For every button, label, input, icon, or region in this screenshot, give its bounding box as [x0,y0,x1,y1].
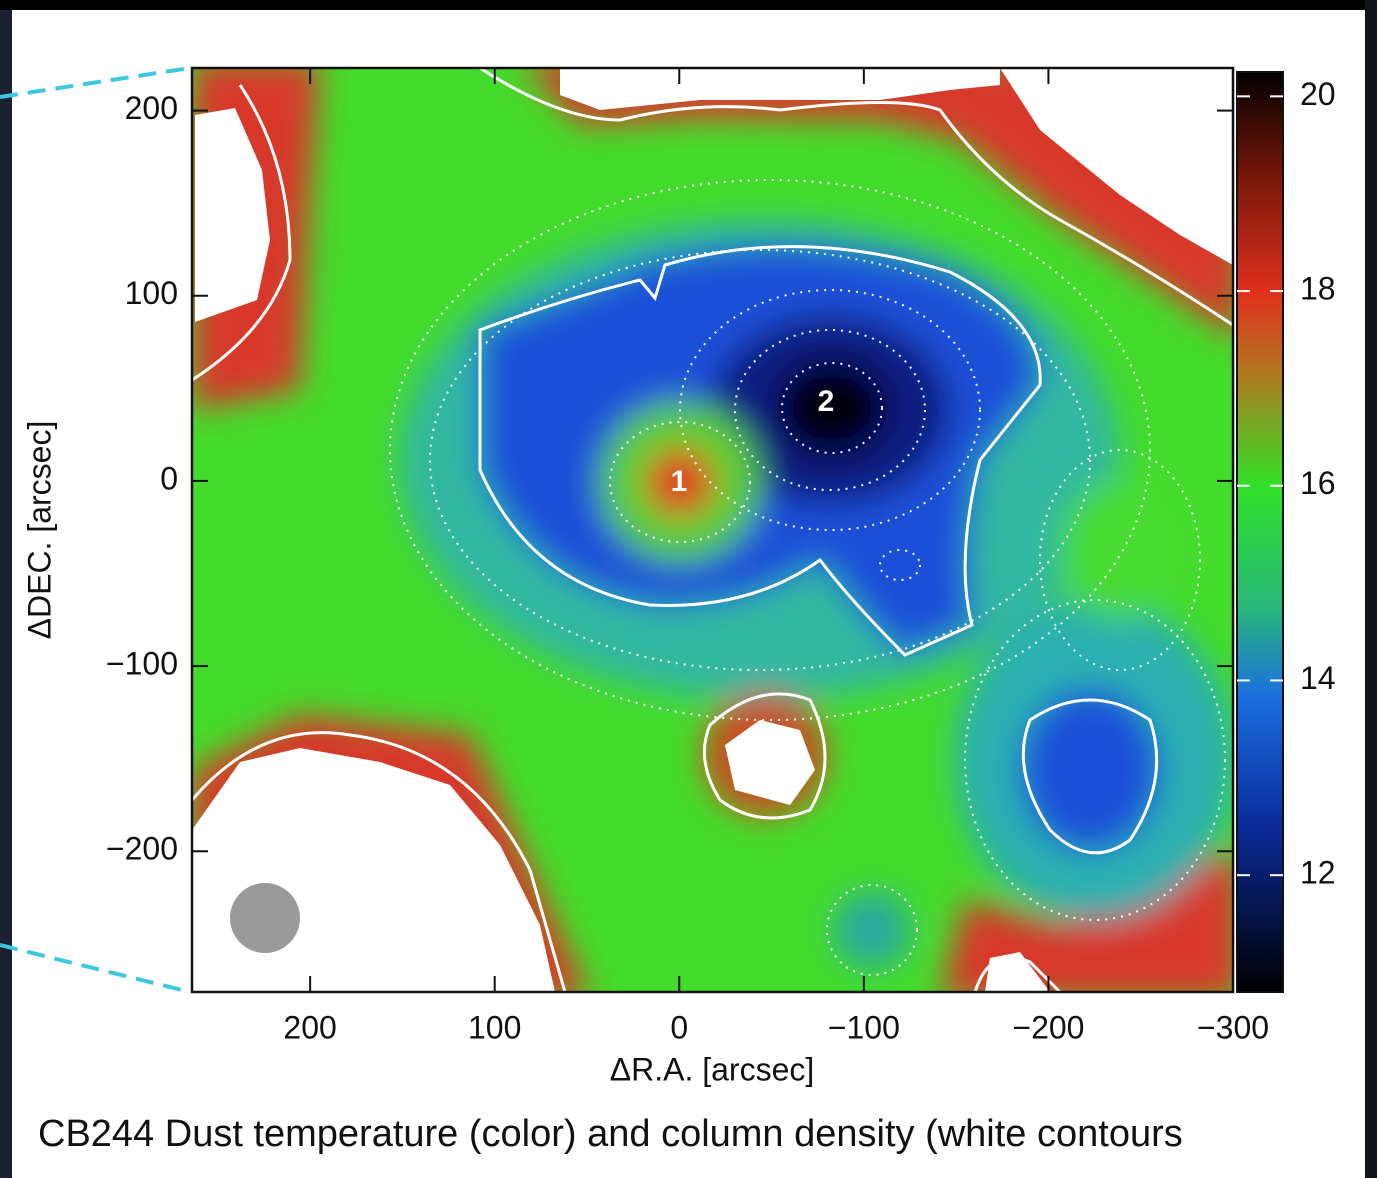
density-contour-dotted [781,362,883,454]
density-contour-dotted [429,249,1091,671]
density-contour [479,68,1233,327]
colorbar-tick-label: 18 [1300,271,1336,307]
map-blank [560,68,1000,110]
density-contour-dotted [679,289,981,531]
zoom-line [0,943,191,994]
density-contour-dotted [1039,449,1201,671]
y-tick-label: −100 [106,646,178,682]
y-tick-label: 200 [125,90,178,126]
x-tick-label: −200 [1012,1009,1084,1045]
density-contour [973,956,1062,992]
density-contour [1021,698,1159,855]
x-axis-label: ΔR.A. [arcsec] [610,1051,815,1087]
left-strip [0,10,12,1178]
caption: CB244 Dust temperature (color) and colum… [38,1113,1183,1155]
source-label: 1 [671,465,688,498]
zoom-line [0,66,191,99]
density-contour-dotted [879,549,921,581]
map-region [1060,480,1180,620]
x-tick-label: 0 [670,1009,688,1045]
map-region [834,892,910,968]
right-strip [1365,0,1377,1178]
plot-frame [190,66,1235,994]
x-tick-label: −300 [1197,1009,1269,1045]
map-blank [195,108,270,322]
y-tick-label: −200 [106,831,178,867]
x-tick-label: 100 [468,1009,521,1045]
density-contour-dotted [734,329,926,491]
map-soft [192,68,1233,992]
map-region [777,360,887,456]
density-contour-dotted [964,599,1226,921]
temperature-map [192,68,1233,992]
density-contour [478,245,1042,657]
source-label: 2 [818,385,835,418]
x-tick-label: 200 [283,1009,336,1045]
map-blank [985,952,1050,992]
density-contour-dotted [389,179,1151,721]
density-contour-dotted [826,884,918,976]
density-contour [192,731,567,992]
colorbar-tick-label: 16 [1300,465,1336,501]
colorbar-tick-label: 14 [1300,660,1336,696]
map-blank [725,720,815,805]
colorbar [1236,71,1284,993]
map-region [1020,688,1160,852]
density-contour [192,84,292,382]
map-blank [1000,68,1233,265]
y-tick-label: 0 [160,460,178,496]
beam [230,883,300,953]
y-tick-label: 100 [125,275,178,311]
map-region [646,448,714,516]
colorbar-tick-label: 12 [1300,855,1336,891]
density-contour-dotted [609,421,751,543]
x-tick-label: −100 [828,1009,900,1045]
colorbar-tick-label: 20 [1300,76,1336,112]
y-axis-label: ΔDEC. [arcsec] [21,421,57,640]
density-contour [702,692,827,820]
